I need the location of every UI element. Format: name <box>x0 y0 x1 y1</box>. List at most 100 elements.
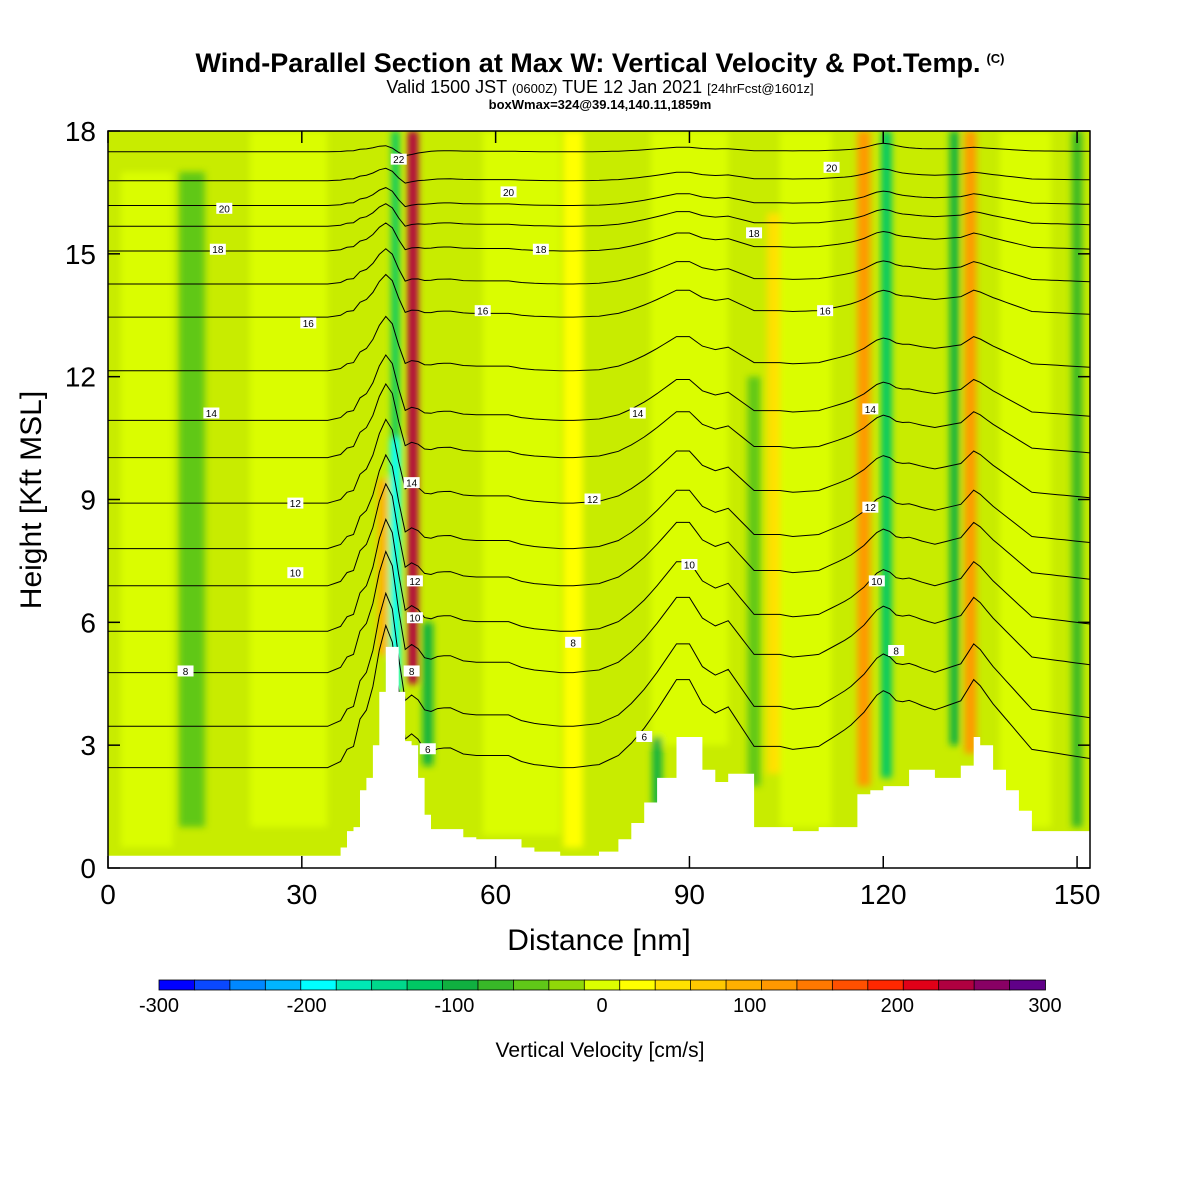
w-feature-band <box>747 376 761 787</box>
w-band-weak-positive <box>120 171 173 848</box>
potential-temperature-contours <box>108 142 1090 769</box>
contour-label-text: 12 <box>290 499 302 510</box>
contour-label: 18 <box>746 227 763 240</box>
w-feature-band <box>766 212 780 774</box>
contour-label: 12 <box>406 575 423 588</box>
contour-label-text: 18 <box>535 245 547 256</box>
contour-label: 8 <box>403 665 420 678</box>
contour-label: 12 <box>287 497 304 510</box>
valid-date: TUE 12 Jan 2021 <box>562 77 703 97</box>
contour-label-text: 10 <box>290 569 302 580</box>
contour-label-bg <box>406 612 423 624</box>
w-feature-band <box>949 131 959 746</box>
contour-label-bg <box>746 227 763 239</box>
terrain-mask <box>108 646 1090 868</box>
contour-label-bg <box>403 665 420 677</box>
colorbar-swatch <box>690 979 727 991</box>
colorbar-tick-label: 0 <box>596 995 607 1017</box>
theta-contour-line <box>108 248 1090 285</box>
w-feature-band <box>391 131 400 439</box>
contour-label: 18 <box>532 243 549 256</box>
contour-label-text: 12 <box>409 577 421 588</box>
contour-label-text: 18 <box>212 245 224 256</box>
contour-label-text: 16 <box>477 307 489 318</box>
theta-contour-line <box>108 273 1090 318</box>
colorbar-swatch <box>725 979 763 991</box>
contour-label-bg <box>403 477 420 489</box>
colorbar-swatch <box>761 979 798 991</box>
contour-label: 16 <box>300 317 317 330</box>
contour-label-bg <box>862 403 879 415</box>
y-tick-label: 15 <box>65 239 96 270</box>
y-tick-label: 18 <box>65 116 96 147</box>
contour-label: 20 <box>823 161 840 174</box>
copyright-mark: (C) <box>986 51 1005 66</box>
vertical-velocity-field <box>120 131 1083 848</box>
colorbar-swatch <box>1009 979 1046 991</box>
valid-prefix: Valid 1500 JST <box>386 77 507 97</box>
contour-label-bg <box>636 730 653 742</box>
contour-label: 14 <box>629 407 646 420</box>
colorbar-swatch <box>264 979 302 991</box>
contour-label-text: 6 <box>425 745 431 756</box>
contour-label-text: 8 <box>570 638 576 649</box>
colorbar-swatch <box>477 979 515 991</box>
x-tick-label: 0 <box>100 879 116 910</box>
contour-label: 8 <box>888 644 905 657</box>
theta-contour-line <box>108 203 1090 227</box>
colorbar-swatch <box>831 979 869 991</box>
contour-label-bg <box>177 665 194 677</box>
colorbar-tick-label: 300 <box>1028 995 1061 1017</box>
theta-contour-line <box>108 550 1090 674</box>
contour-label-text: 12 <box>587 495 599 506</box>
contour-label-text: 16 <box>303 319 315 330</box>
contour-label-text: 14 <box>406 479 418 490</box>
colorbar-tick-label: -200 <box>287 995 327 1017</box>
y-tick-label: 0 <box>80 853 96 884</box>
contour-label-bg <box>287 567 304 579</box>
theta-contour-line <box>108 453 1090 550</box>
contour-label-bg <box>584 493 601 505</box>
contour-label: 12 <box>862 501 879 514</box>
valid-time-line: Valid 1500 JST (0600Z) TUE 12 Jan 2021 [… <box>0 78 1200 98</box>
theta-contour-line <box>108 187 1090 208</box>
contour-label-text: 10 <box>409 614 421 625</box>
w-band-weak-positive <box>779 131 832 828</box>
contour-label: 14 <box>403 477 420 490</box>
theta-contour-line <box>108 167 1090 184</box>
contour-label-bg <box>209 243 226 255</box>
contour-label-text: 12 <box>865 503 877 514</box>
colorbar-title: Vertical Velocity [cm/s] <box>496 1039 705 1062</box>
contour-label: 16 <box>817 305 834 318</box>
x-tick-label: 90 <box>674 879 705 910</box>
contour-label-text: 10 <box>871 577 883 588</box>
contour-label-text: 22 <box>393 155 405 166</box>
contour-label-text: 14 <box>206 409 218 420</box>
contour-label: 16 <box>474 305 491 318</box>
contour-label-text: 20 <box>826 163 838 174</box>
colorbar-swatch <box>796 979 834 991</box>
contour-label-bg <box>300 317 317 329</box>
w-band-weak-positive <box>482 131 561 836</box>
y-tick-label: 6 <box>80 607 96 638</box>
y-axis-title: Height [Kft MSL] <box>15 391 48 609</box>
contour-label-bg <box>565 636 582 648</box>
theta-contour-line <box>108 517 1090 632</box>
colorbar-tick-label: 100 <box>733 995 766 1017</box>
contour-label: 14 <box>203 407 220 420</box>
w-feature-band <box>563 131 583 848</box>
w-feature-band <box>652 736 662 807</box>
contour-label-bg <box>216 202 233 214</box>
colorbar: -300 -200 -100 0 100 200 300 <box>139 979 1062 1017</box>
contour-label: 14 <box>862 403 879 416</box>
colorbar-swatch <box>158 979 196 991</box>
contour-label-text: 18 <box>748 229 760 240</box>
colorbar-swatch <box>583 979 621 991</box>
contour-label: 6 <box>419 743 436 756</box>
contour-label-text: 6 <box>641 732 647 743</box>
contour-label-bg <box>474 305 491 317</box>
contour-label-text: 14 <box>865 405 877 416</box>
contour-labels: 8 10 12 14 16 18 20 22 20 18 16 14 12 10 8 6 14 12 10 8 6 18 2… <box>177 153 905 756</box>
contour-label: 12 <box>584 493 601 506</box>
colorbar-swatch <box>867 979 905 991</box>
